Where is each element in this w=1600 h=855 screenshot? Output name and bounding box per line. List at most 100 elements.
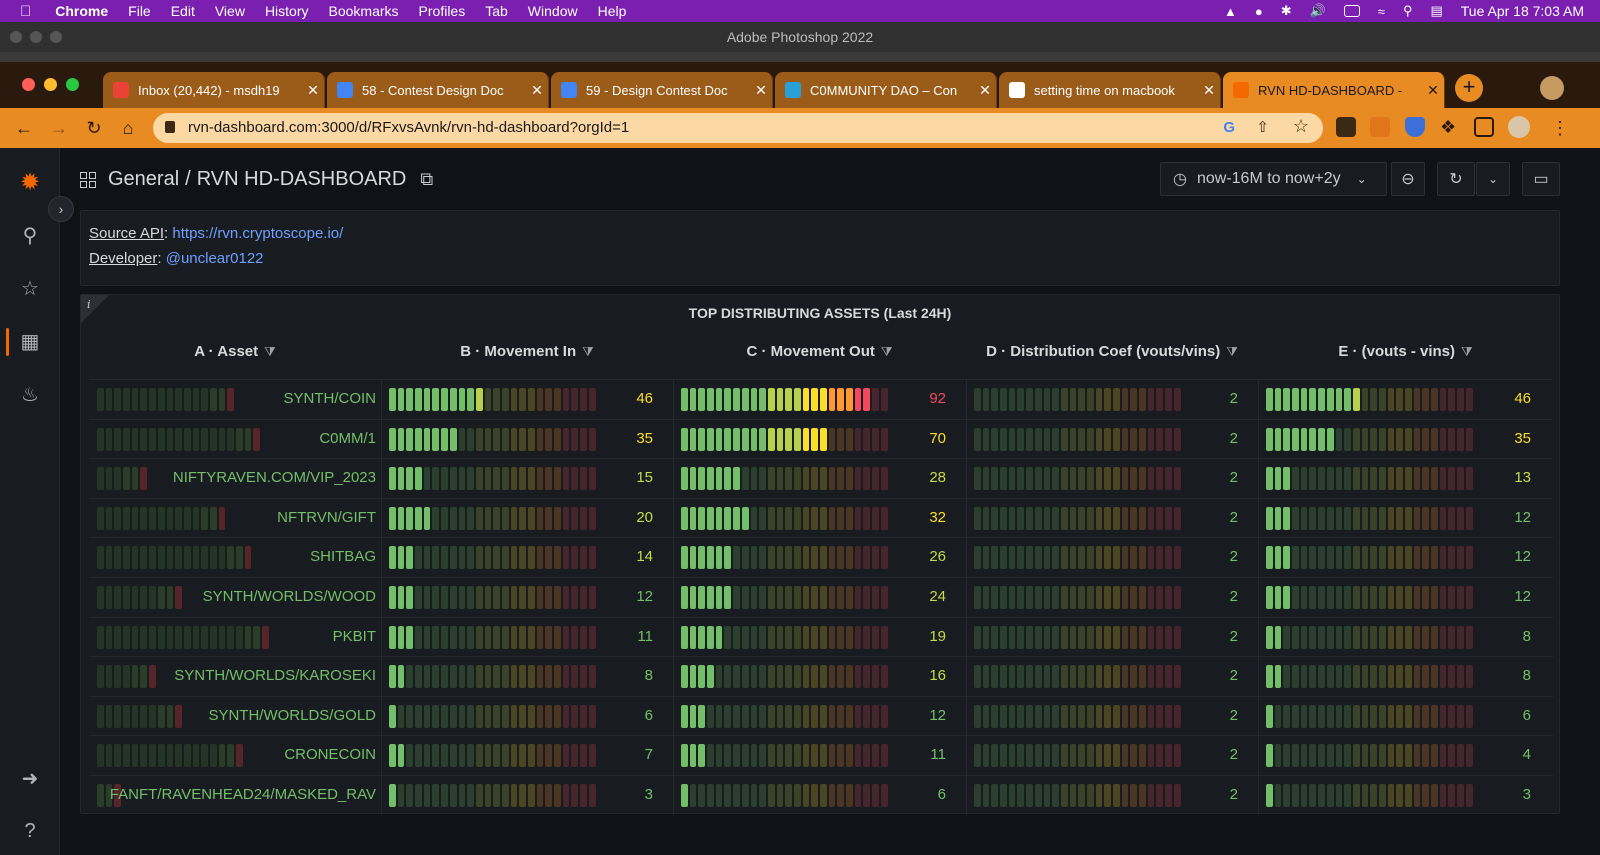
extension-c-icon[interactable]	[1336, 117, 1356, 137]
table-row[interactable]: PKBIT 11 19 2 8	[89, 616, 1553, 657]
asset-name[interactable]: NIFTYRAVEN.COM/VIP_2023	[172, 469, 376, 487]
dashboards-grid-icon[interactable]: ▦	[20, 331, 40, 353]
volume-icon[interactable]: 🔊	[1309, 3, 1326, 18]
home-icon[interactable]: ⌂	[122, 118, 134, 138]
asset-name[interactable]: SYNTH/COIN	[283, 390, 376, 407]
chrome-tab[interactable]: setting time on macbook ✕	[999, 72, 1221, 108]
bluetooth-icon[interactable]: ✱	[1280, 3, 1292, 18]
table-row[interactable]: SYNTH/WORLDS/GOLD 6 12 2 6	[89, 695, 1553, 736]
asset-name[interactable]: C0MM/1	[319, 429, 376, 447]
filter-icon[interactable]: ⧩	[1226, 344, 1238, 359]
alerting-bell-icon[interactable]: ♨	[21, 384, 39, 406]
column-header[interactable]: C · Movement Out ⧩	[673, 343, 966, 373]
column-header[interactable]: D · Distribution Coef (vouts/vins) ⧩	[966, 343, 1258, 373]
developer-link[interactable]: @unclear0122	[165, 250, 264, 267]
menu-app-name[interactable]: Chrome	[44, 3, 108, 19]
ps-close-icon[interactable]	[10, 31, 22, 43]
help-icon[interactable]: ?	[24, 820, 36, 842]
chrome-tab[interactable]: Inbox (20,442) - msdh19 ✕	[103, 72, 325, 108]
tab-close-icon[interactable]: ✕	[307, 81, 319, 98]
apple-icon[interactable]: 	[20, 3, 31, 20]
refresh-interval-button[interactable]: ⌄	[1476, 162, 1510, 196]
table-row[interactable]: SYNTH/COIN 46 92 2 46	[89, 379, 1553, 419]
tab-close-icon[interactable]: ✕	[1427, 81, 1439, 98]
extensions-puzzle-icon[interactable]: ❖	[1440, 117, 1457, 137]
filter-icon[interactable]: ⧩	[582, 344, 594, 359]
address-bar[interactable]: rvn-dashboard.com:3000/d/RFxvsAvnk/rvn-h…	[153, 113, 1323, 143]
info-icon[interactable]: i	[87, 298, 91, 311]
tab-close-icon[interactable]: ✕	[979, 81, 991, 98]
back-arrow-icon[interactable]: ←	[15, 118, 33, 138]
breadcrumb-folder[interactable]: General	[108, 168, 180, 190]
menu-history[interactable]: History	[253, 3, 309, 19]
control-center-icon[interactable]: ▤	[1430, 3, 1443, 18]
table-row[interactable]: NFTRVN/GIFT 20 32 2 12	[89, 497, 1553, 538]
chrome-minimize-icon[interactable]	[44, 78, 57, 91]
chrome-close-icon[interactable]	[22, 78, 35, 91]
sign-in-icon[interactable]: ➜	[21, 768, 39, 790]
tab-close-icon[interactable]: ✕	[1203, 81, 1215, 98]
sidebar-expand-button[interactable]: ›	[48, 196, 74, 222]
bookmark-star-icon[interactable]: ☆	[1292, 116, 1309, 136]
shield-extension-icon[interactable]	[1405, 117, 1425, 137]
sidepanel-icon[interactable]	[1474, 117, 1494, 137]
asset-name[interactable]: SYNTH/WORLDS/KAROSEKI	[174, 667, 376, 685]
filter-icon[interactable]: ⧩	[880, 344, 893, 359]
drive-icon[interactable]: ▲	[1223, 3, 1237, 19]
menu-profiles[interactable]: Profiles	[407, 3, 466, 19]
table-row[interactable]: NIFTYRAVEN.COM/VIP_2023 15 28 2 13	[89, 458, 1553, 499]
search-icon[interactable]: ⚲	[22, 225, 38, 247]
table-row[interactable]: SYNTH/WORLDS/WOOD 12 24 2 12	[89, 577, 1553, 617]
menu-tab[interactable]: Tab	[473, 3, 508, 19]
menu-help[interactable]: Help	[586, 3, 627, 19]
tv-mode-button[interactable]: ▭	[1522, 162, 1560, 196]
chrome-menu-icon[interactable]: ⋮	[1551, 118, 1569, 138]
filter-icon[interactable]: ⧩	[1461, 344, 1473, 359]
menu-clock[interactable]: Tue Apr 18 7:03 AM	[1460, 3, 1584, 19]
asset-name[interactable]: PKBIT	[332, 627, 376, 645]
wifi-icon[interactable]: ≈	[1377, 3, 1385, 19]
share-icon[interactable]: ⇧	[1256, 119, 1269, 136]
filter-icon[interactable]: ⧩	[264, 344, 276, 359]
chrome-zoom-icon[interactable]	[66, 78, 79, 91]
starred-icon[interactable]: ☆	[21, 278, 39, 300]
refresh-button[interactable]: ↻	[1437, 162, 1475, 196]
asset-name[interactable]: SYNTH/WORLDS/GOLD	[208, 706, 376, 724]
tab-close-icon[interactable]: ✕	[531, 81, 543, 98]
table-row[interactable]: SHITBAG 14 26 2 12	[89, 537, 1553, 578]
ps-zoom-icon[interactable]	[50, 31, 62, 43]
metamask-icon[interactable]	[1370, 117, 1390, 137]
google-lens-icon[interactable]: G	[1223, 119, 1235, 136]
time-range-picker[interactable]: ◷ now-16M to now+2y ⌄	[1160, 162, 1387, 196]
table-row[interactable]: CRONECOIN 7 11 2 4	[89, 735, 1553, 776]
share-dashboard-icon[interactable]: ⧉	[420, 169, 434, 189]
panel-title[interactable]: TOP DISTRIBUTING ASSETS (Last 24H)	[688, 305, 952, 321]
reload-icon[interactable]: ↻	[86, 118, 102, 138]
table-row[interactable]: C0MM/1 35 70 2 35	[89, 418, 1553, 459]
chrome-tab[interactable]: RVN HD-DASHBOARD - ✕	[1223, 72, 1445, 108]
menu-edit[interactable]: Edit	[159, 3, 195, 19]
address-url[interactable]: rvn-dashboard.com:3000/d/RFxvsAvnk/rvn-h…	[188, 119, 630, 136]
forward-arrow-icon[interactable]: →	[50, 118, 68, 138]
ps-minimize-icon[interactable]	[30, 31, 42, 43]
menu-bookmarks[interactable]: Bookmarks	[317, 3, 399, 19]
menu-file[interactable]: File	[116, 3, 151, 19]
chrome-tab[interactable]: C0MMUNITY DAO – Con ✕	[775, 72, 997, 108]
asset-name[interactable]: FANFT/RAVENHEAD24/MASKED_RAV	[109, 786, 376, 803]
new-tab-button[interactable]: +	[1455, 74, 1483, 102]
zoom-out-button[interactable]: ⊖	[1391, 162, 1425, 196]
column-header[interactable]: B · Movement In ⧩	[381, 343, 673, 373]
profile-icon[interactable]	[1508, 116, 1530, 138]
profile-avatar-icon[interactable]	[1540, 76, 1564, 100]
table-row[interactable]: FANFT/RAVENHEAD24/MASKED_RAV 3 6 2 3	[89, 775, 1553, 815]
panel-info-corner[interactable]	[81, 295, 109, 323]
chrome-tab[interactable]: 58 - Contest Design Doc ✕	[327, 72, 549, 108]
column-header[interactable]: A · Asset ⧩	[89, 343, 381, 373]
chrome-tab[interactable]: 59 - Design Contest Doc ✕	[551, 72, 773, 108]
source-api-link[interactable]: https://rvn.cryptoscope.io/	[172, 225, 344, 242]
menu-view[interactable]: View	[203, 3, 245, 19]
asset-name[interactable]: CRONECOIN	[284, 746, 376, 764]
asset-name[interactable]: SYNTH/WORLDS/WOOD	[202, 588, 376, 605]
creative-cloud-icon[interactable]: ●	[1254, 3, 1263, 19]
tab-close-icon[interactable]: ✕	[755, 81, 767, 98]
